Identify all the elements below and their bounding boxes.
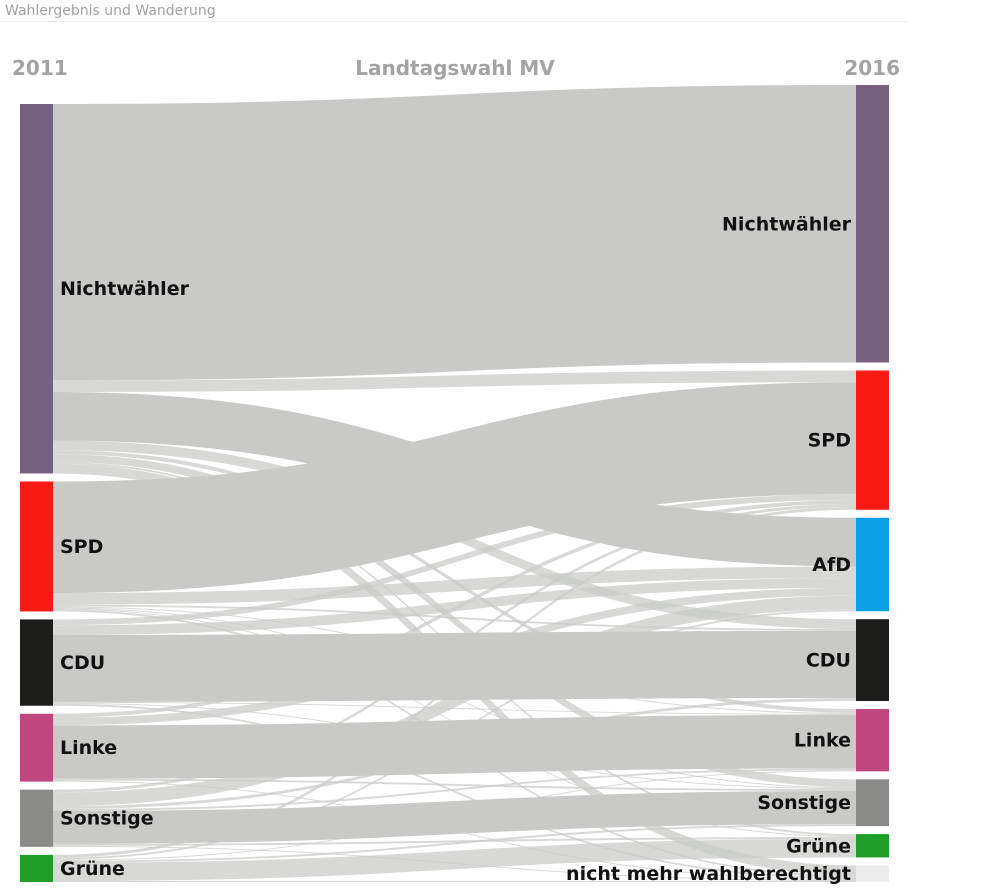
left-node-gruene: [20, 854, 53, 882]
flow-linke-to-sonst: [53, 778, 856, 792]
right-node-spd: [856, 370, 889, 510]
flow-spd-to-spd: [53, 382, 856, 594]
right-label-nmwb: nicht mehr wahlberechtigt: [566, 863, 851, 885]
flow-cdu-to-afd: [53, 578, 856, 635]
flow-sonst-to-spd: [53, 503, 856, 793]
flow-sonst-to-afd: [53, 595, 856, 807]
year-2016-heading: 2016: [844, 56, 900, 80]
flow-gruene-to-afd: [53, 609, 856, 860]
right-node-cdu: [856, 619, 889, 702]
flow-nw-to-spd: [53, 370, 856, 393]
right-node-nmwb: [856, 865, 889, 882]
left-label-spd: SPD: [60, 536, 103, 558]
left-label-gruene: Grüne: [60, 858, 125, 880]
right-node-sonst: [856, 779, 889, 827]
flow-cdu-to-cdu: [53, 630, 856, 702]
right-label-sonst: Sonstige: [757, 792, 851, 814]
flow-sonst-to-cdu: [53, 698, 856, 810]
left-label-nw: Nichtwähler: [60, 278, 190, 300]
left-node-sonst: [20, 789, 53, 847]
left-node-spd: [20, 481, 53, 612]
flow-gruene-to-gruene: [53, 838, 856, 882]
left-node-cdu: [20, 619, 53, 706]
right-label-linke: Linke: [794, 730, 851, 752]
page-title: Wahlergebnis und Wanderung: [5, 3, 216, 19]
links-layer: [53, 85, 856, 882]
flow-linke-to-linke: [53, 714, 856, 779]
year-2011-heading: 2011: [12, 56, 68, 80]
flow-sonst-to-gruene: [53, 836, 856, 846]
right-node-linke: [856, 709, 889, 772]
flow-gruene-to-sonst: [53, 824, 856, 863]
flow-cdu-to-nmwb: [53, 703, 856, 880]
chart-center-heading: Landtagswahl MV: [355, 56, 555, 80]
right-label-gruene: Grüne: [786, 835, 851, 857]
right-node-afd: [856, 517, 889, 612]
left-node-nw: [20, 104, 53, 474]
right-label-nw: Nichtwähler: [722, 213, 852, 235]
right-label-spd: SPD: [808, 430, 851, 452]
left-label-cdu: CDU: [60, 652, 105, 674]
flow-spd-to-cdu: [53, 604, 856, 631]
flow-sonst-to-linke: [53, 768, 856, 811]
flow-linke-to-afd: [53, 587, 856, 726]
title-divider: [0, 21, 908, 22]
flow-nw-to-sonst: [53, 454, 856, 788]
right-node-gruene: [856, 834, 889, 858]
right-label-afd: AfD: [812, 554, 851, 576]
flow-linke-to-spd: [53, 500, 856, 718]
flow-cdu-to-spd: [53, 494, 856, 626]
flow-gruene-to-linke: [53, 770, 856, 861]
flow-nw-to-nw: [53, 85, 856, 381]
right-node-nw: [856, 85, 889, 363]
left-label-linke: Linke: [60, 737, 117, 759]
flow-gruene-to-nmwb: [53, 881, 856, 882]
labels-layer: Nichtwähler SPD CDU Linke Sonstige Grüne Nicht…: [60, 213, 852, 885]
flow-spd-to-afd: [53, 566, 856, 605]
flow-gruene-to-spd: [53, 506, 856, 858]
nodes-layer: [20, 85, 889, 882]
left-label-sonst: Sonstige: [60, 808, 154, 830]
flow-sonst-to-sonst: [53, 791, 856, 844]
left-node-linke: [20, 713, 53, 782]
right-label-cdu: CDU: [806, 650, 851, 672]
flow-cdu-to-linke: [53, 701, 856, 715]
